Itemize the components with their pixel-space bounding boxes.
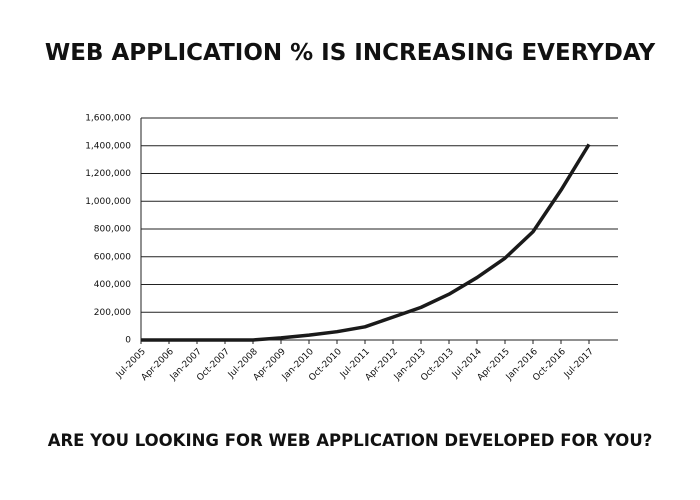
y-tick-label: 600,000 <box>94 252 131 262</box>
y-tick-label: 400,000 <box>94 280 131 290</box>
chart-subtitle: ARE YOU LOOKING FOR WEB APPLICATION DEVE… <box>48 431 653 450</box>
y-tick-label: 800,000 <box>94 225 131 235</box>
y-tick-label: 0 <box>125 336 131 346</box>
y-tick-label: 1,000,000 <box>85 197 131 207</box>
data-line <box>141 143 591 342</box>
y-tick-label: 200,000 <box>94 308 131 318</box>
y-tick-label: 1,600,000 <box>85 114 131 124</box>
y-tick-label: 1,200,000 <box>85 169 131 179</box>
x-tick-label: Jul-2017 <box>562 347 596 381</box>
y-tick-label: 1,400,000 <box>85 141 131 151</box>
chart-title: WEB APPLICATION % IS INCREASING EVERYDAY <box>45 40 656 66</box>
